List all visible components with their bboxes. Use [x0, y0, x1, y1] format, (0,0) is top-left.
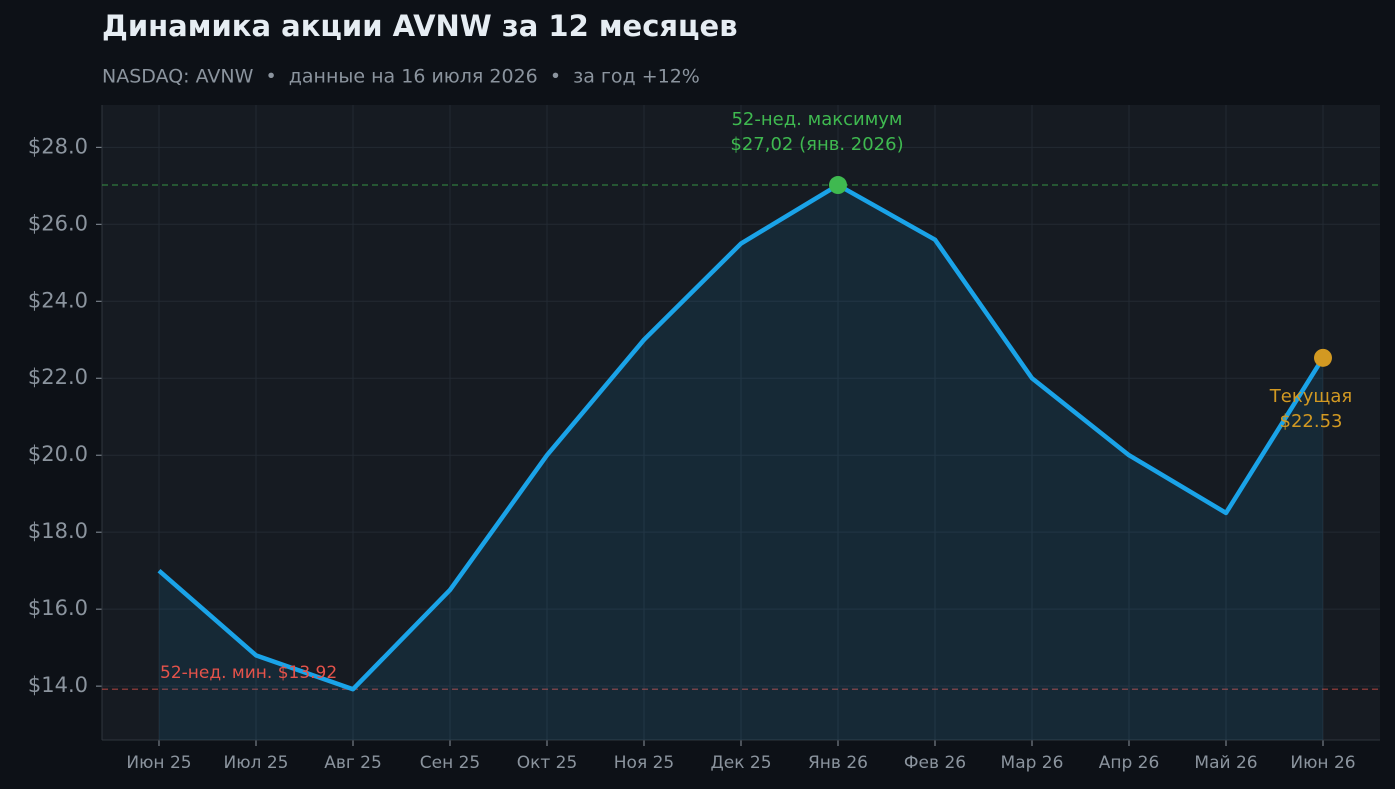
x-tick-label: Апр 26	[1099, 753, 1160, 773]
x-tick-label: Июн 26	[1290, 753, 1355, 773]
y-tick-label: $22.0	[28, 365, 88, 389]
y-tick-label: $24.0	[28, 288, 88, 312]
y-tick-label: $28.0	[28, 134, 88, 158]
x-tick-label: Ноя 25	[614, 753, 674, 773]
y-tick-label: $26.0	[28, 211, 88, 235]
low-annotation: 52-нед. мин. $13.92	[160, 663, 337, 683]
x-tick-label: Май 26	[1194, 753, 1257, 773]
x-tick-label: Июл 25	[224, 753, 289, 773]
chart-title: Динамика акции AVNW за 12 месяцев	[102, 9, 738, 43]
x-tick-label: Июн 25	[126, 753, 191, 773]
current-annotation: $22.53	[1280, 411, 1343, 432]
chart-subtitle: NASDAQ: AVNW • данные на 16 июля 2026 • …	[102, 66, 700, 88]
area	[159, 185, 1323, 741]
current-point	[1314, 348, 1332, 367]
x-tick-label: Мар 26	[1001, 753, 1064, 773]
y-tick-label: $18.0	[28, 519, 88, 543]
current-annotation: Текущая	[1269, 386, 1352, 407]
y-tick-label: $14.0	[28, 673, 88, 697]
x-tick-label: Дек 25	[710, 753, 771, 773]
high-point	[829, 176, 847, 195]
x-tick-label: Окт 25	[517, 753, 578, 773]
x-tick-label: Янв 26	[808, 753, 868, 773]
x-tick-label: Фев 26	[904, 753, 966, 773]
high-annotation: 52-нед. максимум	[731, 109, 902, 130]
line	[157, 182, 1325, 692]
high-annotation: $27,02 (янв. 2026)	[730, 134, 903, 155]
x-tick-label: Авг 25	[324, 753, 382, 773]
y-tick-label: $20.0	[28, 442, 88, 466]
x-tick-label: Сен 25	[420, 753, 480, 773]
y-tick-label: $16.0	[28, 596, 88, 620]
